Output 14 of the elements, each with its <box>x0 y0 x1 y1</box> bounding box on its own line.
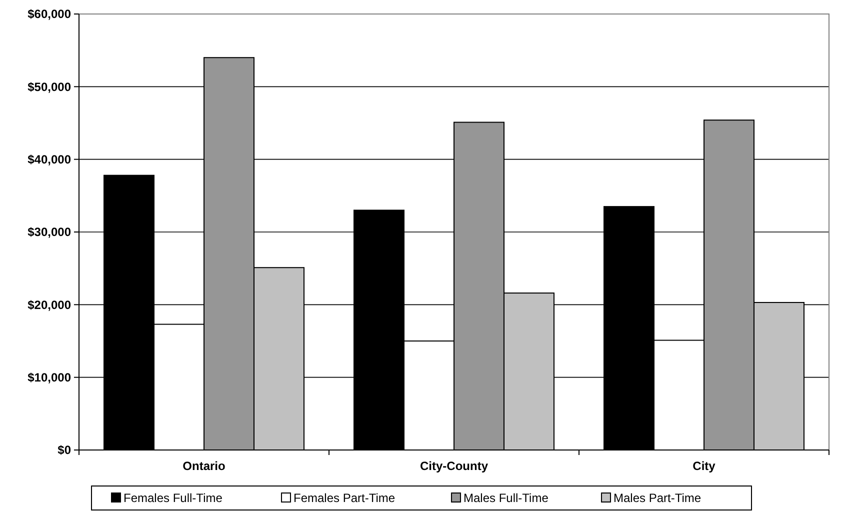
y-tick-label: $60,000 <box>28 7 72 22</box>
legend-label: Males Part-Time <box>614 491 702 505</box>
x-tick-label: Ontario <box>182 459 226 473</box>
legend-label: Males Full-Time <box>464 491 549 505</box>
x-tick-label: City <box>692 459 716 473</box>
legend-label: Females Part-Time <box>294 491 396 505</box>
y-tick-label: $10,000 <box>28 370 72 385</box>
y-tick-label: $30,000 <box>28 225 72 240</box>
y-tick-label: $0 <box>58 443 72 458</box>
x-tick-label: City-County <box>420 459 488 473</box>
y-tick-label: $40,000 <box>28 152 72 167</box>
y-tick-label: $20,000 <box>28 298 72 312</box>
y-tick-label: $50,000 <box>28 80 72 94</box>
legend-label: Females Full-Time <box>124 491 223 505</box>
